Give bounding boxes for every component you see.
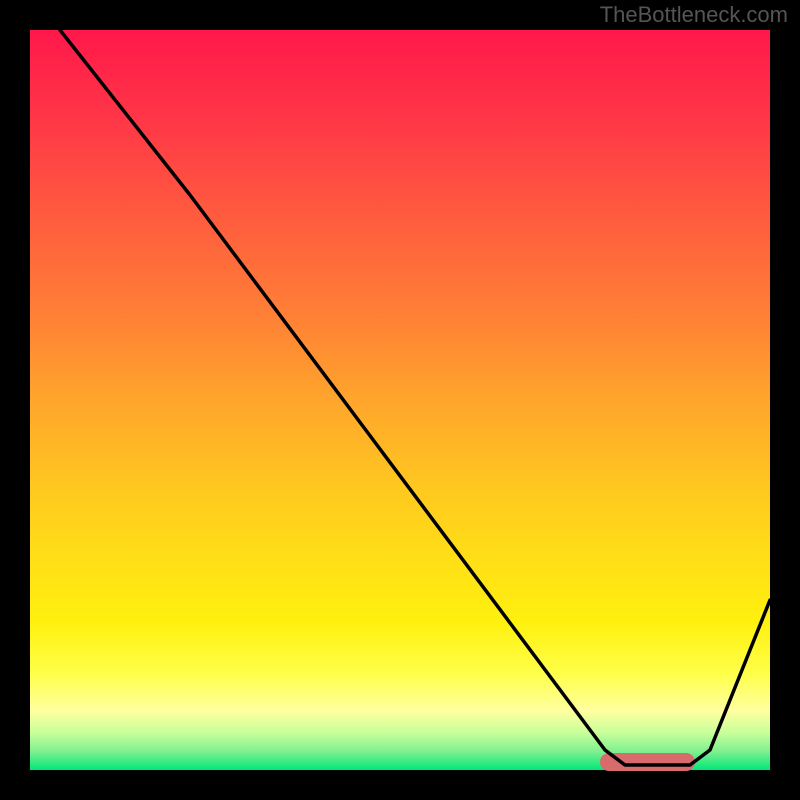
chart-container <box>30 30 770 770</box>
attribution-text: TheBottleneck.com <box>600 2 788 28</box>
curve-line <box>30 30 770 770</box>
